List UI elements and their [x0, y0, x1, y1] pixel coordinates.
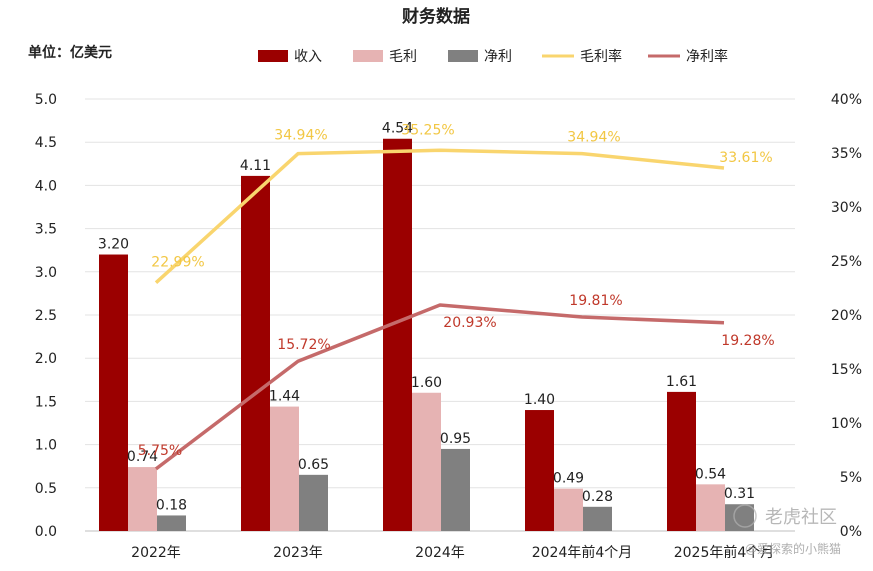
legend-label: 净利率: [686, 48, 728, 65]
net-margin-label: 15.72%: [277, 337, 330, 353]
lines: [154, 148, 725, 471]
legend-label: 毛利: [389, 49, 417, 65]
left-axis-tick: 1.0: [35, 438, 57, 454]
bar-revenue: [667, 391, 696, 531]
gross-margin-label: 34.94%: [274, 128, 327, 144]
right-axis-tick: 30%: [831, 200, 862, 216]
bar-net-profit: [299, 474, 328, 531]
bar-value-label: 0.54: [695, 466, 726, 482]
right-y-axis: 0% 5% 10% 15% 20% 25% 30% 35% 40%: [831, 92, 862, 540]
net-margin-label: 19.28%: [721, 333, 774, 349]
bar-value-label: 0.95: [440, 431, 471, 447]
bar-revenue: [99, 254, 128, 531]
gross-margin-label: 22.99%: [151, 255, 204, 271]
legend-swatch: [258, 50, 288, 62]
watermark-user: @爱探索的小熊猫: [745, 541, 841, 556]
bar-value-label: 4.54: [382, 121, 413, 137]
net-margin-label: 20.93%: [443, 315, 496, 331]
x-axis-category: 2025年前4个月: [674, 544, 775, 561]
right-axis-tick: 25%: [831, 254, 862, 270]
bar-net-profit: [583, 506, 612, 531]
chart-title: 财务数据: [401, 6, 470, 27]
bar-value-label: 1.44: [269, 389, 300, 405]
watermark: 老虎社区 @爱探索的小熊猫: [733, 504, 841, 556]
x-axis: 2022年 2023年 2024年 2024年前4个月 2025年前4个月: [131, 544, 774, 561]
legend-label: 毛利率: [580, 48, 622, 65]
bar-gross-profit: [128, 467, 157, 531]
left-axis-tick: 0.5: [35, 481, 57, 497]
left-axis-tick: 2.5: [35, 308, 57, 324]
bar-gross-profit: [554, 488, 583, 531]
left-axis-tick: 3.0: [35, 265, 57, 281]
bar-value-label: 4.11: [240, 158, 271, 174]
right-axis-tick: 15%: [831, 362, 862, 378]
x-axis-category: 2023年: [273, 545, 323, 561]
bar-gross-profit: [412, 392, 441, 531]
gross-margin-label: 34.94%: [567, 130, 620, 146]
net-margin-label: 5.75%: [138, 443, 182, 459]
gross-margin-line: [154, 148, 725, 285]
bar-value-label: 0.49: [553, 471, 584, 487]
x-axis-category: 2022年: [131, 545, 181, 561]
left-axis-tick: 2.0: [35, 351, 57, 367]
watermark-brand: 老虎社区: [765, 507, 837, 528]
bar-value-label: 0.31: [724, 486, 755, 502]
net-margin-line: [154, 303, 725, 471]
legend: 收入 毛利 净利 毛利率 净利率: [258, 48, 728, 65]
left-axis-tick: 5.0: [35, 92, 57, 108]
right-axis-tick: 35%: [831, 146, 862, 162]
unit-label: 单位：亿美元: [28, 44, 112, 61]
bar-value-label: 0.74: [127, 449, 158, 465]
bar-revenue: [383, 138, 412, 531]
bar-gross-profit: [270, 406, 299, 531]
left-axis-tick: 1.5: [35, 394, 57, 410]
bar-value-label: 0.65: [298, 457, 329, 473]
data-labels: 3.20 4.11 4.54 1.40 1.61 0.74 1.44 1.60 0.49 0.54…: [98, 121, 775, 514]
left-axis-tick: 3.5: [35, 222, 57, 238]
right-axis-tick: 20%: [831, 308, 862, 324]
bar-gross-profit: [696, 484, 725, 531]
bar-revenue: [525, 410, 554, 531]
bars: [99, 138, 754, 531]
left-axis-tick: 4.5: [35, 135, 57, 151]
legend-swatch: [353, 50, 383, 62]
right-axis-tick: 5%: [840, 470, 862, 486]
bar-value-label: 1.60: [411, 375, 442, 391]
x-axis-category: 2024年: [415, 545, 465, 561]
gross-margin-label: 35.25%: [401, 122, 454, 138]
bar-net-profit: [157, 515, 186, 531]
bar-value-label: 0.28: [582, 489, 613, 505]
left-axis-tick: 4.0: [35, 178, 57, 194]
legend-label: 净利: [484, 49, 512, 65]
x-axis-category: 2024年前4个月: [532, 544, 633, 561]
right-axis-tick: 10%: [831, 416, 862, 432]
net-margin-label: 19.81%: [569, 293, 622, 309]
left-y-axis: 0.0 0.5 1.0 1.5 2.0 2.5 3.0 3.5 4.0 4.5 5.0: [35, 92, 57, 540]
watermark-logo-icon: [733, 504, 757, 528]
left-axis-tick: 0.0: [35, 524, 57, 540]
gross-margin-label: 33.61%: [719, 150, 772, 166]
bar-value-label: 1.61: [666, 374, 697, 390]
right-axis-tick: 0%: [840, 524, 862, 540]
legend-swatch: [448, 50, 478, 62]
legend-label: 收入: [294, 49, 322, 65]
bar-value-label: 1.40: [524, 392, 555, 408]
bar-value-label: 0.18: [156, 497, 187, 513]
bar-net-profit: [441, 448, 470, 531]
bar-value-label: 3.20: [98, 237, 129, 253]
bar-revenue: [241, 175, 270, 531]
right-axis-tick: 40%: [831, 92, 862, 108]
bar-net-profit: [725, 504, 754, 531]
